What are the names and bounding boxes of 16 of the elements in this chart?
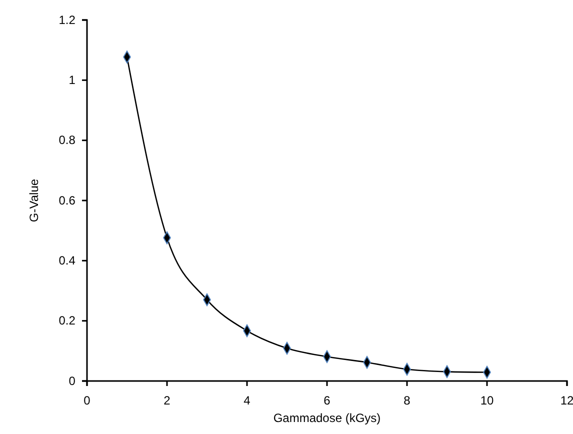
x-tick-label: 6 bbox=[324, 394, 331, 408]
x-axis-title: Gammadose (kGys) bbox=[273, 411, 381, 425]
y-tick-label: 0.8 bbox=[58, 133, 76, 148]
x-tick-label: 12 bbox=[560, 394, 573, 408]
y-axis-title: G-Value bbox=[27, 178, 41, 222]
x-tick-label: 10 bbox=[480, 394, 494, 408]
y-tick-label: 0 bbox=[68, 374, 76, 388]
x-tick-label: 4 bbox=[244, 394, 251, 408]
x-tick-label: 8 bbox=[404, 394, 411, 408]
y-tick-label: 0.2 bbox=[58, 314, 76, 328]
x-tick-label: 0 bbox=[84, 394, 91, 408]
x-tick-label: 2 bbox=[164, 394, 171, 408]
y-tick-label: 0.4 bbox=[58, 254, 76, 268]
y-tick-label: 1 bbox=[68, 73, 76, 88]
y-tick-label: 0.6 bbox=[58, 193, 76, 208]
y-tick-label: 1.2 bbox=[58, 12, 76, 27]
